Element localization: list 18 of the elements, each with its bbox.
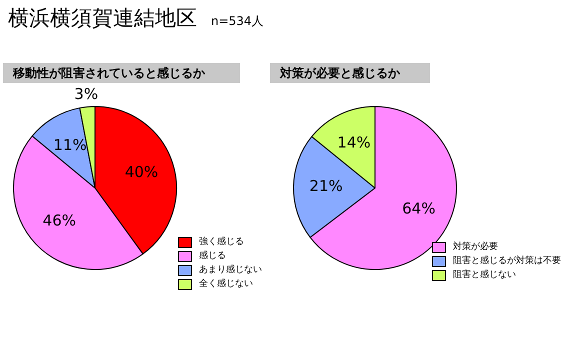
legend-label: 阻害と感じない — [453, 268, 516, 282]
data-label: 3% — [74, 84, 98, 103]
data-label: 64% — [402, 200, 436, 218]
data-label: 14% — [337, 134, 371, 152]
data-label: 40% — [124, 162, 158, 181]
legend-label: 全く感じない — [199, 278, 253, 291]
text: n=534人 — [211, 13, 264, 30]
legend-label: 感じる — [199, 250, 226, 263]
legend-label: 阻害と感じるが対策は不要 — [453, 254, 561, 268]
chart-title: 移動性が阻害されていると感じるか — [3, 63, 240, 83]
legend-label: 対策が必要 — [453, 240, 498, 254]
data-label: 11% — [53, 136, 87, 154]
legend-label: 強く感じる — [199, 236, 244, 249]
legend-label: あまり感じない — [199, 264, 262, 277]
data-label: 46% — [42, 211, 76, 230]
data-label: 21% — [309, 177, 343, 196]
chart-title: 対策が必要と感じるか — [270, 63, 430, 83]
text: 横浜横須賀連結地区 — [8, 5, 197, 32]
